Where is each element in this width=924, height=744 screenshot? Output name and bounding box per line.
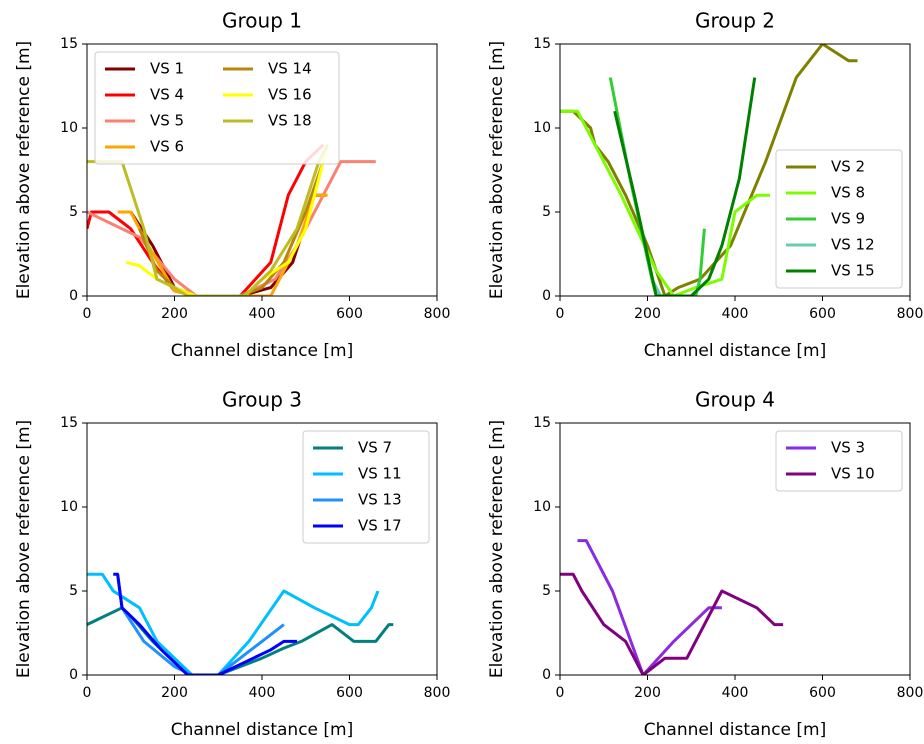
x-tick-label: 200 — [161, 306, 188, 322]
legend-frame — [94, 51, 340, 165]
x-axis-label: Channel distance [m] — [171, 720, 353, 740]
legend-frame — [775, 149, 903, 289]
x-tick-label: 600 — [336, 685, 363, 701]
x-tick-label: 600 — [809, 306, 836, 322]
y-tick-label: 5 — [542, 204, 551, 220]
y-tick-label: 0 — [69, 667, 78, 683]
x-tick-label: 600 — [336, 306, 363, 322]
y-tick-label: 10 — [60, 499, 78, 515]
y-tick-label: 0 — [542, 288, 551, 304]
data-line — [87, 144, 329, 296]
x-tick-label: 400 — [722, 685, 749, 701]
legend-frame — [775, 430, 903, 492]
legend: VS 2 VS 8 VS 9 VS 12 VS 15 — [775, 149, 903, 289]
axes-frame — [559, 43, 911, 297]
legend: VS 3 VS 10 — [775, 430, 903, 492]
legend-label: VS 10 — [831, 465, 875, 483]
x-tick-label: 400 — [249, 306, 276, 322]
legend-frame — [302, 430, 430, 544]
x-tick-label: 800 — [897, 306, 924, 322]
data-line — [560, 572, 784, 675]
x-tick-label: 800 — [897, 685, 924, 701]
x-tick-label: 200 — [634, 685, 661, 701]
y-tick-label: 0 — [542, 667, 551, 683]
subplot-title: Group 3 — [222, 388, 302, 412]
y-axis-label: Elevation above reference [m] — [487, 420, 507, 678]
y-tick-label: 15 — [533, 415, 551, 431]
legend-label: VS 8 — [831, 184, 865, 202]
subplot-title: Group 4 — [695, 388, 775, 412]
data-line — [608, 77, 706, 296]
y-tick-label: 15 — [60, 36, 78, 52]
subplot: Group 1 Channel distance [m] Elevation abo… — [14, 9, 450, 362]
x-tick-label: 0 — [83, 685, 92, 701]
legend-label: VS 4 — [150, 86, 184, 104]
axes-frame — [86, 43, 438, 297]
legend-label: VS 16 — [268, 86, 312, 104]
legend-label: VS 15 — [831, 262, 875, 280]
legend-label: VS 9 — [831, 210, 865, 228]
data-line — [577, 539, 722, 675]
x-tick-label: 0 — [556, 306, 565, 322]
legend: VS 7 VS 11 VS 13 VS 17 — [302, 430, 430, 544]
y-tick-label: 0 — [69, 288, 78, 304]
y-tick-label: 10 — [533, 120, 551, 136]
legend-label: VS 17 — [358, 517, 402, 535]
subplot-title: Group 2 — [695, 9, 775, 33]
y-tick-label: 5 — [542, 583, 551, 599]
axes-frame — [559, 422, 911, 676]
x-tick-label: 0 — [556, 685, 565, 701]
legend: VS 1 VS 4 VS 5 VS 6 VS 14 VS 16 VS 18 — [94, 51, 340, 165]
x-tick-label: 400 — [722, 306, 749, 322]
y-tick-label: 15 — [60, 415, 78, 431]
data-line — [113, 572, 297, 675]
legend-label: VS 13 — [358, 491, 402, 509]
y-tick-label: 10 — [60, 120, 78, 136]
data-line — [116, 574, 285, 675]
subplot: Group 3 Channel distance [m] Elevation abo… — [14, 388, 450, 741]
x-axis-label: Channel distance [m] — [171, 341, 353, 361]
subplot: Group 4 Channel distance [m] Elevation abo… — [487, 388, 923, 741]
legend-label: VS 11 — [358, 465, 402, 483]
x-tick-label: 0 — [83, 306, 92, 322]
axes-frame — [86, 422, 438, 676]
legend-label: VS 2 — [831, 158, 865, 176]
legend-label: VS 18 — [268, 112, 312, 130]
y-axis-label: Elevation above reference [m] — [487, 41, 507, 299]
x-tick-label: 200 — [161, 685, 188, 701]
legend-label: VS 5 — [150, 112, 184, 130]
x-axis-label: Channel distance [m] — [644, 720, 826, 740]
y-axis-label: Elevation above reference [m] — [14, 420, 34, 678]
x-tick-label: 600 — [809, 685, 836, 701]
y-tick-label: 5 — [69, 583, 78, 599]
data-line — [126, 144, 330, 296]
data-line — [560, 109, 770, 296]
x-tick-label: 800 — [424, 685, 451, 701]
subplot: Group 2 Channel distance [m] Elevation abo… — [487, 9, 923, 362]
legend-label: VS 6 — [150, 138, 184, 156]
y-tick-label: 5 — [69, 204, 78, 220]
x-tick-label: 200 — [634, 306, 661, 322]
legend-label: VS 7 — [358, 439, 392, 457]
data-line — [613, 77, 757, 296]
y-tick-label: 15 — [533, 36, 551, 52]
legend-label: VS 12 — [831, 236, 875, 254]
y-tick-label: 10 — [533, 499, 551, 515]
x-tick-label: 400 — [249, 685, 276, 701]
legend-label: VS 1 — [150, 60, 184, 78]
legend-label: VS 3 — [831, 439, 865, 457]
y-axis-label: Elevation above reference [m] — [14, 41, 34, 299]
x-axis-label: Channel distance [m] — [644, 341, 826, 361]
subplot-title: Group 1 — [222, 9, 302, 33]
x-tick-label: 800 — [424, 306, 451, 322]
legend-label: VS 14 — [268, 60, 312, 78]
